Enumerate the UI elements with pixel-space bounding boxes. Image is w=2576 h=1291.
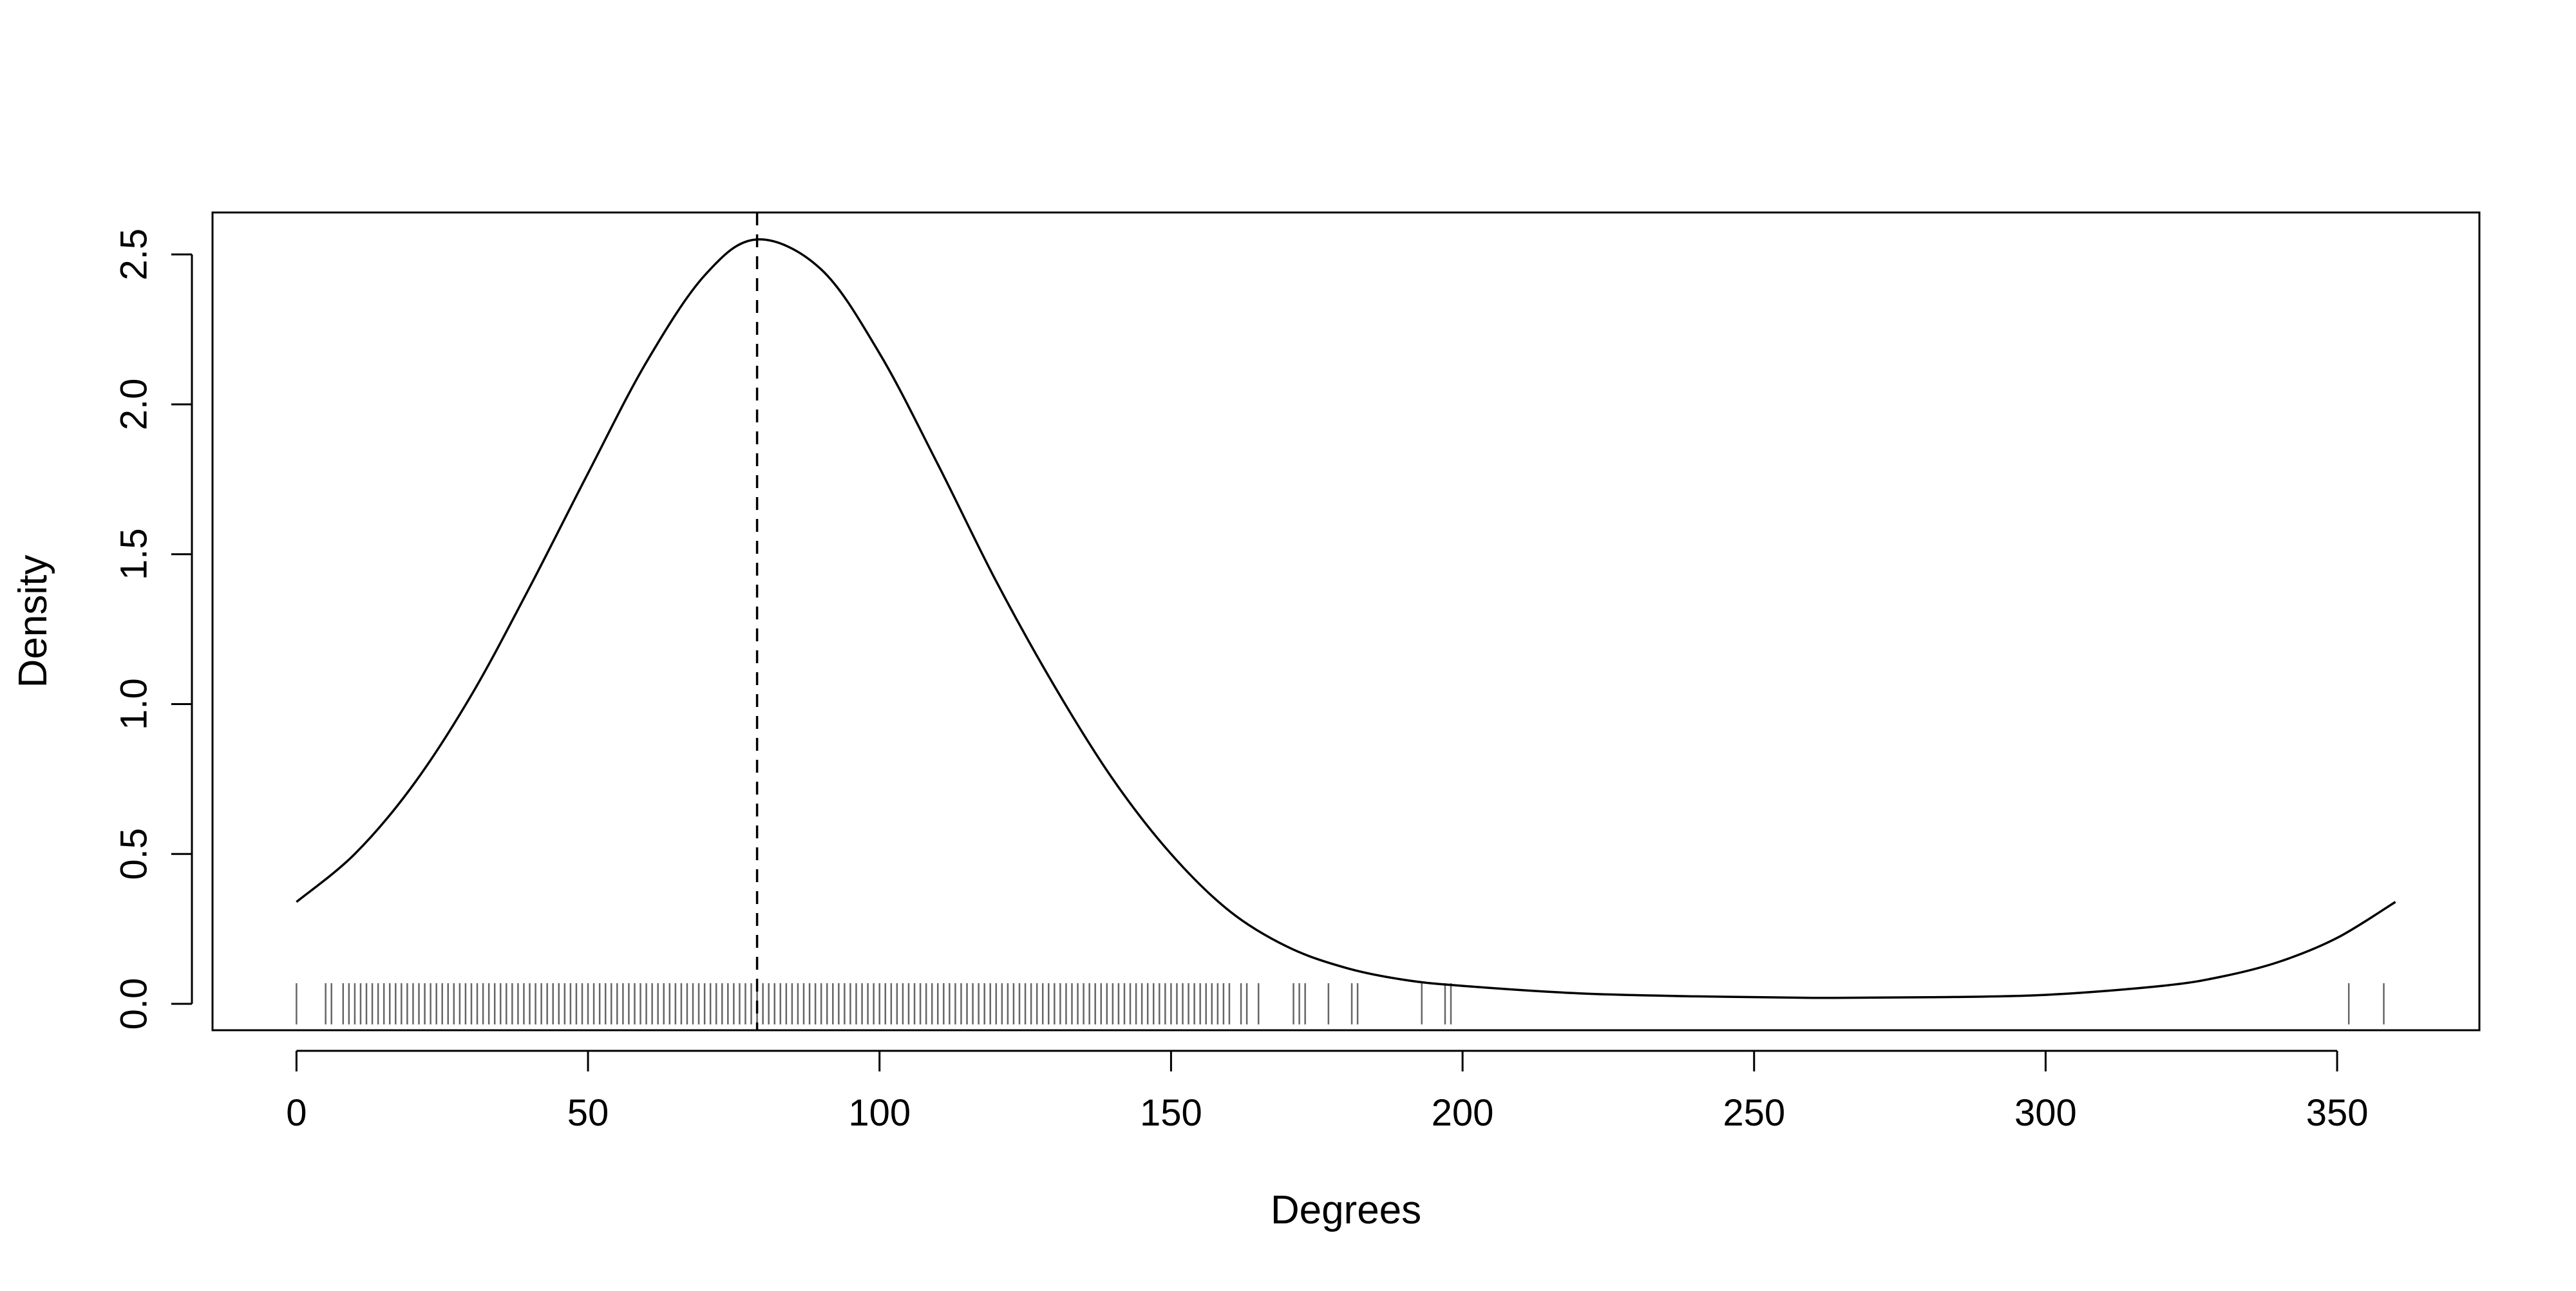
- y-tick-label: 1.5: [113, 528, 155, 580]
- x-tick-label: 50: [567, 1092, 609, 1134]
- y-tick-label: 2.0: [113, 379, 155, 431]
- x-tick-label: 200: [1432, 1092, 1494, 1134]
- y-axis: 0.0 0.5 1.0 1.5 2.0 2.5: [113, 229, 193, 1030]
- y-tick-label: 1.0: [113, 678, 155, 730]
- density-curve: [296, 238, 2396, 999]
- y-tick-label: 0.5: [113, 828, 155, 880]
- y-tick-label: 2.5: [113, 229, 155, 281]
- x-tick-label: 0: [286, 1092, 307, 1134]
- y-axis-label: Density: [11, 555, 55, 688]
- x-tick-label: 150: [1140, 1092, 1202, 1134]
- series-layer: [296, 238, 2396, 999]
- x-tick-label: 250: [1723, 1092, 1785, 1134]
- x-tick-label: 100: [848, 1092, 911, 1134]
- x-axis: 0 50 100 150 200 250 300 350: [286, 1050, 2369, 1134]
- x-tick-label: 300: [2014, 1092, 2077, 1134]
- y-tick-label: 0.0: [113, 978, 155, 1030]
- plot-frame: [211, 211, 2481, 1032]
- rug-plot: [296, 983, 2385, 1025]
- x-axis-label: Degrees: [1271, 1188, 1421, 1232]
- x-tick-label: 350: [2306, 1092, 2369, 1134]
